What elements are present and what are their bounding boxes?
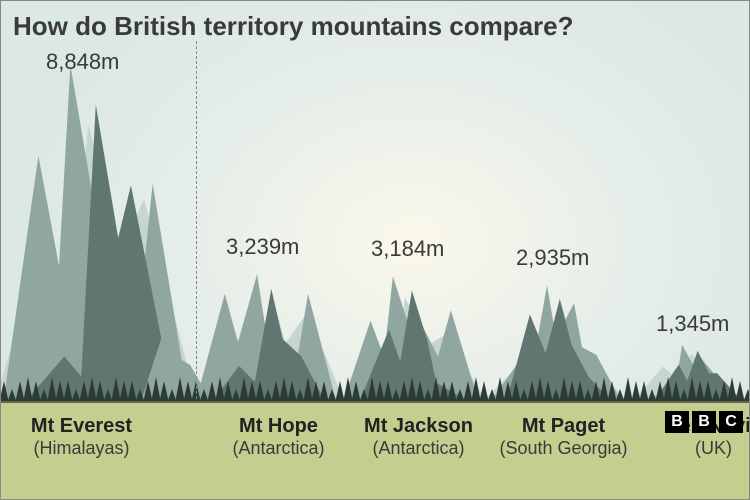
mountain-label: Mt Everest(Himalayas) [9,415,154,459]
mountain-location: (Antarctica) [206,438,351,459]
height-label: 8,848m [46,49,119,75]
bbc-b2: B [692,411,716,433]
mountain-location: (South Georgia) [491,438,636,459]
bbc-logo: B B C [665,411,743,433]
height-label: 3,239m [226,234,299,260]
bbc-c: C [719,411,743,433]
mountain-location: (Antarctica) [346,438,491,459]
mountain-location: (UK) [641,438,750,459]
mountain-name: Mt Hope [206,415,351,438]
reference-divider [196,41,197,399]
height-label: 1,345m [656,311,729,337]
bbc-b1: B [665,411,689,433]
mountain-comparison-chart: How do British territory mountains compa… [0,0,750,500]
height-label: 2,935m [516,245,589,271]
mountain-name: Mt Jackson [346,415,491,438]
mountain-name: Mt Everest [9,415,154,438]
mountain-location: (Himalayas) [9,438,154,459]
mountain-label: Mt Paget(South Georgia) [491,415,636,459]
mountain-name: Mt Paget [491,415,636,438]
mountain-label: Mt Jackson(Antarctica) [346,415,491,459]
chart-title: How do British territory mountains compa… [13,11,574,42]
height-label: 3,184m [371,236,444,262]
mountain-label: Mt Hope(Antarctica) [206,415,351,459]
